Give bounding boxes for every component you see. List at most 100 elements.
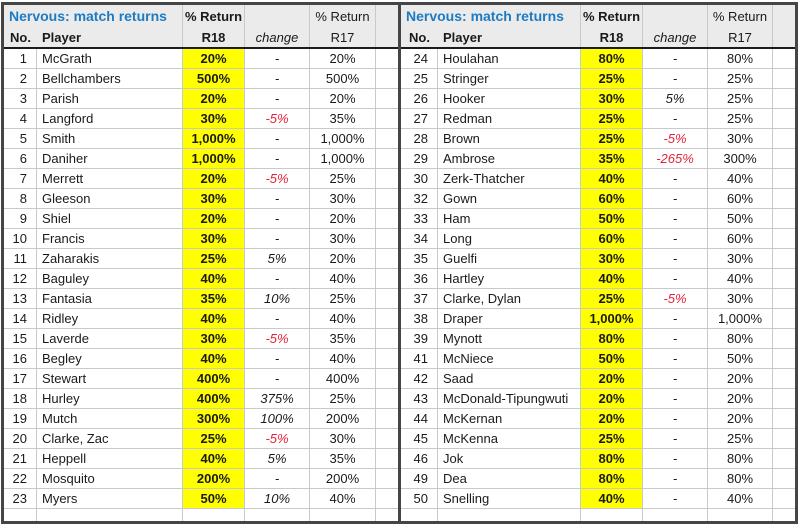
cell-player[interactable]: Mutch [37,409,183,428]
cell-blank[interactable] [773,489,795,508]
cell-no[interactable]: 26 [401,89,438,108]
cell-blank[interactable] [773,509,795,521]
cell-player[interactable]: Mynott [438,329,581,348]
column-header-r18[interactable]: R18 [581,27,643,47]
cell-change[interactable]: - [643,309,708,328]
cell-blank[interactable] [773,149,795,168]
cell-r17-return[interactable]: 25% [310,169,376,188]
cell-change[interactable]: - [643,449,708,468]
cell-player[interactable]: Bellchambers [37,69,183,88]
cell-player[interactable]: McDonald-Tipungwuti [438,389,581,408]
cell-r17-return[interactable]: 25% [708,89,773,108]
cell-blank[interactable] [376,69,398,88]
cell-r17-return[interactable]: 30% [310,189,376,208]
cell-player[interactable]: Guelfi [438,249,581,268]
cell-r17-return[interactable]: 25% [310,389,376,408]
cell-change[interactable]: -5% [245,109,310,128]
cell-r18-return[interactable]: 300% [183,409,245,428]
cell-change[interactable]: - [643,469,708,488]
cell-r18-return[interactable]: 80% [581,449,643,468]
cell-r18-return[interactable]: 20% [183,209,245,228]
column-header-no[interactable]: No. [409,29,430,45]
cell-player[interactable]: McKernan [438,409,581,428]
header-spacer[interactable] [245,5,310,27]
cell-change[interactable] [245,509,310,521]
cell-r17-return[interactable]: 40% [708,269,773,288]
cell-blank[interactable] [376,429,398,448]
cell-r17-return[interactable]: 20% [310,89,376,108]
cell-r17-return[interactable]: 200% [310,469,376,488]
cell-player[interactable]: Parish [37,89,183,108]
cell-no[interactable]: 27 [401,109,438,128]
cell-blank[interactable] [773,429,795,448]
cell-no[interactable]: 37 [401,289,438,308]
cell-blank[interactable] [773,249,795,268]
cell-blank[interactable] [773,229,795,248]
cell-change[interactable]: -265% [643,149,708,168]
cell-blank[interactable] [376,469,398,488]
cell-no[interactable]: 13 [4,289,37,308]
cell-blank[interactable] [376,349,398,368]
cell-change[interactable]: - [643,329,708,348]
cell-blank[interactable] [773,69,795,88]
column-header-r17[interactable]: R17 [310,27,376,47]
cell-r18-return[interactable]: 25% [183,249,245,268]
cell-no[interactable]: 10 [4,229,37,248]
cell-no[interactable]: 33 [401,209,438,228]
cell-r18-return[interactable]: 60% [581,229,643,248]
cell-r18-return[interactable]: 25% [581,109,643,128]
cell-blank[interactable] [773,89,795,108]
cell-player[interactable]: Langford [37,109,183,128]
cell-no[interactable]: 21 [4,449,37,468]
cell-change[interactable]: - [643,49,708,68]
cell-blank[interactable] [773,309,795,328]
cell-player[interactable] [37,509,183,521]
cell-r17-return[interactable]: 25% [708,429,773,448]
cell-r17-return[interactable]: 1,000% [310,149,376,168]
cell-r18-return[interactable]: 30% [183,189,245,208]
cell-r18-return[interactable]: 40% [581,169,643,188]
cell-r18-return[interactable]: 40% [581,269,643,288]
cell-r17-return[interactable]: 50% [708,209,773,228]
cell-r18-return[interactable]: 20% [581,389,643,408]
cell-blank[interactable] [773,389,795,408]
cell-no[interactable]: 6 [4,149,37,168]
cell-change[interactable]: - [643,229,708,248]
cell-change[interactable]: - [245,269,310,288]
cell-change[interactable]: - [643,109,708,128]
cell-blank[interactable] [376,169,398,188]
cell-change[interactable]: - [245,189,310,208]
cell-player[interactable]: Jok [438,449,581,468]
cell-r17-return[interactable]: 40% [708,169,773,188]
cell-r17-return[interactable]: 40% [708,489,773,508]
cell-change[interactable]: - [245,469,310,488]
cell-no[interactable]: 42 [401,369,438,388]
cell-r18-return[interactable]: 20% [581,369,643,388]
cell-change[interactable]: 10% [245,289,310,308]
cell-player[interactable]: Redman [438,109,581,128]
cell-r18-return[interactable]: 20% [183,49,245,68]
column-header-change[interactable]: change [245,27,310,47]
cell-r18-return[interactable]: 50% [183,489,245,508]
column-header-player[interactable]: Player [37,27,183,47]
cell-change[interactable]: - [643,429,708,448]
cell-blank[interactable] [773,169,795,188]
header-pct-return-r17[interactable]: % Return [310,5,376,27]
cell-r17-return[interactable]: 35% [310,449,376,468]
cell-no[interactable]: 11 [4,249,37,268]
cell-blank[interactable] [773,409,795,428]
cell-r18-return[interactable]: 40% [183,449,245,468]
cell-r17-return[interactable]: 40% [310,309,376,328]
cell-blank[interactable] [376,269,398,288]
cell-r17-return[interactable]: 1,000% [310,129,376,148]
cell-player[interactable]: Zaharakis [37,249,183,268]
cell-change[interactable]: - [245,89,310,108]
cell-player[interactable]: Long [438,229,581,248]
cell-r18-return[interactable]: 50% [581,209,643,228]
cell-r17-return[interactable]: 60% [708,229,773,248]
cell-no[interactable]: 19 [4,409,37,428]
cell-no[interactable]: 41 [401,349,438,368]
cell-change[interactable]: - [245,229,310,248]
cell-r17-return[interactable]: 30% [310,429,376,448]
cell-player[interactable]: Ridley [37,309,183,328]
